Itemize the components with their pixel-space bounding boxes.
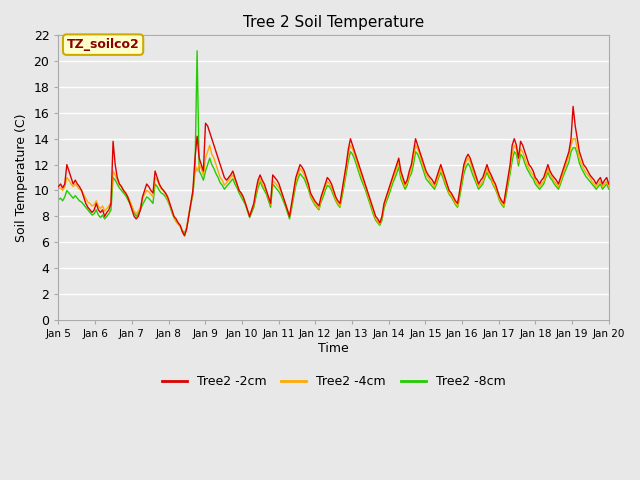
Y-axis label: Soil Temperature (C): Soil Temperature (C) — [15, 113, 28, 242]
X-axis label: Time: Time — [318, 342, 349, 355]
Text: TZ_soilco2: TZ_soilco2 — [67, 38, 140, 51]
Title: Tree 2 Soil Temperature: Tree 2 Soil Temperature — [243, 15, 424, 30]
Legend: Tree2 -2cm, Tree2 -4cm, Tree2 -8cm: Tree2 -2cm, Tree2 -4cm, Tree2 -8cm — [157, 370, 511, 393]
